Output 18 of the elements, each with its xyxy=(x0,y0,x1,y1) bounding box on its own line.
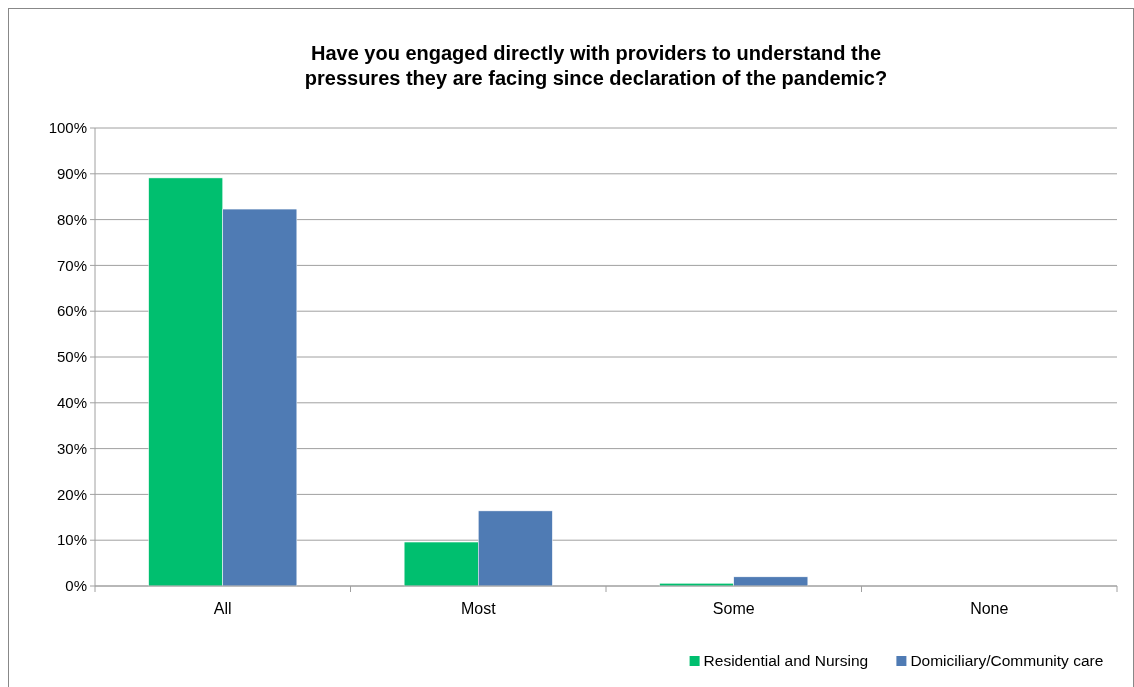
x-tick-label: All xyxy=(213,600,232,617)
y-tick-label: 100% xyxy=(48,119,87,137)
legend-label: Domiciliary/Community care xyxy=(910,652,1104,669)
legend-label: Residential and Nursing xyxy=(703,652,869,669)
y-tick-label: 70% xyxy=(56,256,87,274)
y-tick-label: 40% xyxy=(56,394,87,412)
x-tick-label: Some xyxy=(712,600,755,617)
y-tick-label: 10% xyxy=(56,531,87,549)
y-tick-label: 60% xyxy=(56,302,87,320)
chart-title: Have you engaged directly with providers to understand the pressures they are facing since declaration of the pandemic? xyxy=(304,42,888,89)
y-tick-label: 0% xyxy=(65,577,87,595)
x-tick-label: Most xyxy=(460,600,497,617)
y-tick-label: 80% xyxy=(56,210,87,228)
y-tick-label: 30% xyxy=(56,439,87,457)
y-tick-label: 50% xyxy=(56,348,87,366)
y-tick-label: 90% xyxy=(56,165,87,183)
y-tick-label: 20% xyxy=(56,485,87,503)
x-tick-label: None xyxy=(970,600,1009,617)
